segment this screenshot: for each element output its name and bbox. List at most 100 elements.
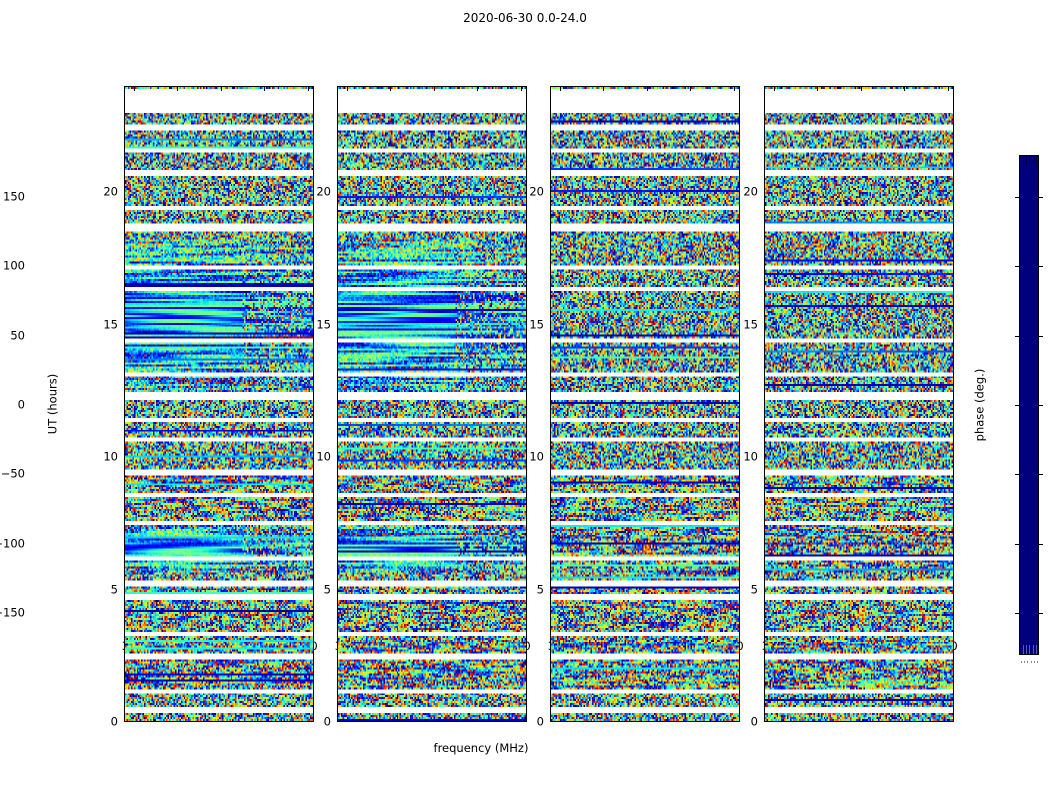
colorbar-extend-hatch	[1025, 156, 1027, 165]
panel-yy-xtick	[434, 721, 435, 722]
panel-xy-xtick-top	[733, 87, 735, 91]
x-axis-label: frequency (MHz)	[433, 741, 529, 755]
panel-yx-ytick	[764, 326, 765, 327]
colorbar-extend-hatch	[1029, 156, 1031, 165]
panel-xx[interactable]: XX, V0*V5=EA10*EA04	[124, 86, 314, 722]
panel-yx-ytick	[764, 591, 765, 592]
panel-xx-ytick	[124, 193, 125, 194]
colorbar-ticklabel: −150	[0, 605, 25, 620]
colorbar-extend-hatch	[1036, 156, 1038, 165]
figure-suptitle: 2020-06-30 0.0-24.0	[463, 11, 587, 25]
panel-xx-yticklabel: 15	[103, 317, 118, 331]
panel-xy-yticklabel: 20	[529, 184, 544, 199]
panel-yy-xtick-top	[390, 87, 392, 91]
panel-xx-yticklabel: 10	[103, 449, 118, 464]
panel-yy-xtick-top	[433, 87, 435, 91]
colorbar-gradient	[1020, 156, 1038, 654]
panel-xx-ytick	[124, 591, 125, 592]
panel-yx-xtick	[817, 721, 818, 722]
colorbar-minor-tick	[1021, 661, 1022, 663]
panel-xx-xtick-top	[177, 87, 179, 91]
colorbar-extend-hatch	[1022, 645, 1024, 654]
colorbar-tick	[1015, 613, 1019, 615]
panel-yy-xtick	[390, 721, 391, 722]
colorbar-tick-right	[1039, 405, 1043, 406]
colorbar-tick-right	[1039, 335, 1043, 337]
colorbar-ticklabel: 150	[3, 189, 25, 204]
panel-yx-ytick	[764, 193, 765, 194]
colorbar-tick-right	[1039, 474, 1043, 476]
panel-xx-xtick-top	[307, 87, 309, 91]
panel-yy-xtick-top	[520, 87, 522, 91]
panel-xx-yticklabel: 5	[110, 582, 118, 596]
colorbar-minor-ticks	[1019, 661, 1039, 665]
panel-yx[interactable]: YX, V0*V5=EA10*EA04	[764, 86, 954, 722]
colorbar-ticklabel: −50	[0, 466, 25, 481]
colorbar-extend-hatch	[1032, 645, 1034, 654]
panel-xy[interactable]: XY, V0*V5=EA10*EA04	[550, 86, 740, 722]
panel-xx-xtick	[177, 721, 178, 722]
panel-yy-yticklabel: 15	[316, 317, 331, 331]
colorbar-extend-hatch	[1032, 156, 1034, 165]
panel-xy-ytick	[550, 326, 551, 327]
panel-xy-xtick-top	[690, 87, 692, 91]
panel-xx-yticklabel: 0	[110, 714, 118, 729]
panel-yy-yticklabel: 0	[323, 714, 331, 729]
panel-yy-yticklabel: 10	[316, 449, 331, 464]
panel-xy-yticklabel: 5	[536, 582, 544, 596]
panel-yx-xtick-top	[904, 87, 906, 91]
panel-xx-ytick	[124, 326, 125, 327]
colorbar-minor-tick	[1024, 661, 1026, 663]
panel-xy-ytick	[550, 458, 551, 459]
colorbar	[1019, 155, 1039, 655]
panel-yx-ytick	[764, 458, 765, 459]
panel-yx-yticklabel: 20	[743, 184, 758, 199]
panel-xy-xtick-top	[646, 87, 648, 91]
panel-yy-xtick	[347, 721, 348, 722]
colorbar-ticklabel: 0	[17, 397, 25, 412]
panel-xx-xtick-top	[264, 87, 266, 91]
colorbar-ticklabel: 50	[10, 328, 25, 343]
panel-yx-xtick	[948, 721, 949, 722]
colorbar-tick	[1015, 266, 1019, 268]
colorbar-minor-tick	[1037, 661, 1038, 663]
panel-xy-ytick	[550, 193, 551, 194]
panel-yx-heatmap-canvas	[765, 87, 953, 721]
colorbar-tick	[1015, 196, 1019, 198]
panel-xx-xtick-top	[220, 87, 222, 91]
panel-xx-xtick	[221, 721, 222, 722]
panel-yy-heatmap-canvas	[338, 87, 526, 721]
panel-yx-xtick-top	[773, 87, 775, 91]
panel-xx-ytick	[124, 458, 125, 459]
panel-xx-heatmap-canvas	[125, 87, 313, 721]
colorbar-extend-hatch	[1025, 645, 1027, 654]
panel-xx-xtick	[264, 721, 265, 722]
panel-xy-xtick-top	[559, 87, 561, 91]
colorbar-tick-right	[1039, 613, 1043, 615]
panel-yy-ytick	[337, 193, 338, 194]
colorbar-ticklabel: −100	[0, 536, 25, 551]
colorbar-tick-right	[1039, 196, 1043, 198]
colorbar-minor-tick	[1027, 661, 1029, 663]
panel-yx-yticklabel: 10	[743, 449, 758, 464]
colorbar-tick-right	[1039, 266, 1043, 268]
panel-xy-image	[551, 87, 739, 721]
colorbar-minor-tick	[1033, 661, 1035, 663]
panel-xy-ytick	[550, 591, 551, 592]
panel-xy-yticklabel: 10	[529, 449, 544, 464]
panel-xy-xtick-top	[603, 87, 605, 91]
panel-yx-image	[765, 87, 953, 721]
colorbar-extend-hatch	[1029, 645, 1031, 654]
panel-yy[interactable]: YY, V0*V5=EA10*EA04	[337, 86, 527, 722]
panel-yx-xtick-top	[817, 87, 819, 91]
panel-yx-xtick-top	[947, 87, 949, 91]
panel-yx-xtick	[861, 721, 862, 722]
panel-yx-yticklabel: 15	[743, 317, 758, 331]
panel-xy-xtick	[603, 721, 604, 722]
colorbar-tick	[1015, 335, 1019, 337]
panel-xx-yticklabel: 20	[103, 184, 118, 199]
panel-yy-xtick	[477, 721, 478, 722]
panel-yy-image	[338, 87, 526, 721]
panel-yy-xtick-top	[346, 87, 348, 91]
